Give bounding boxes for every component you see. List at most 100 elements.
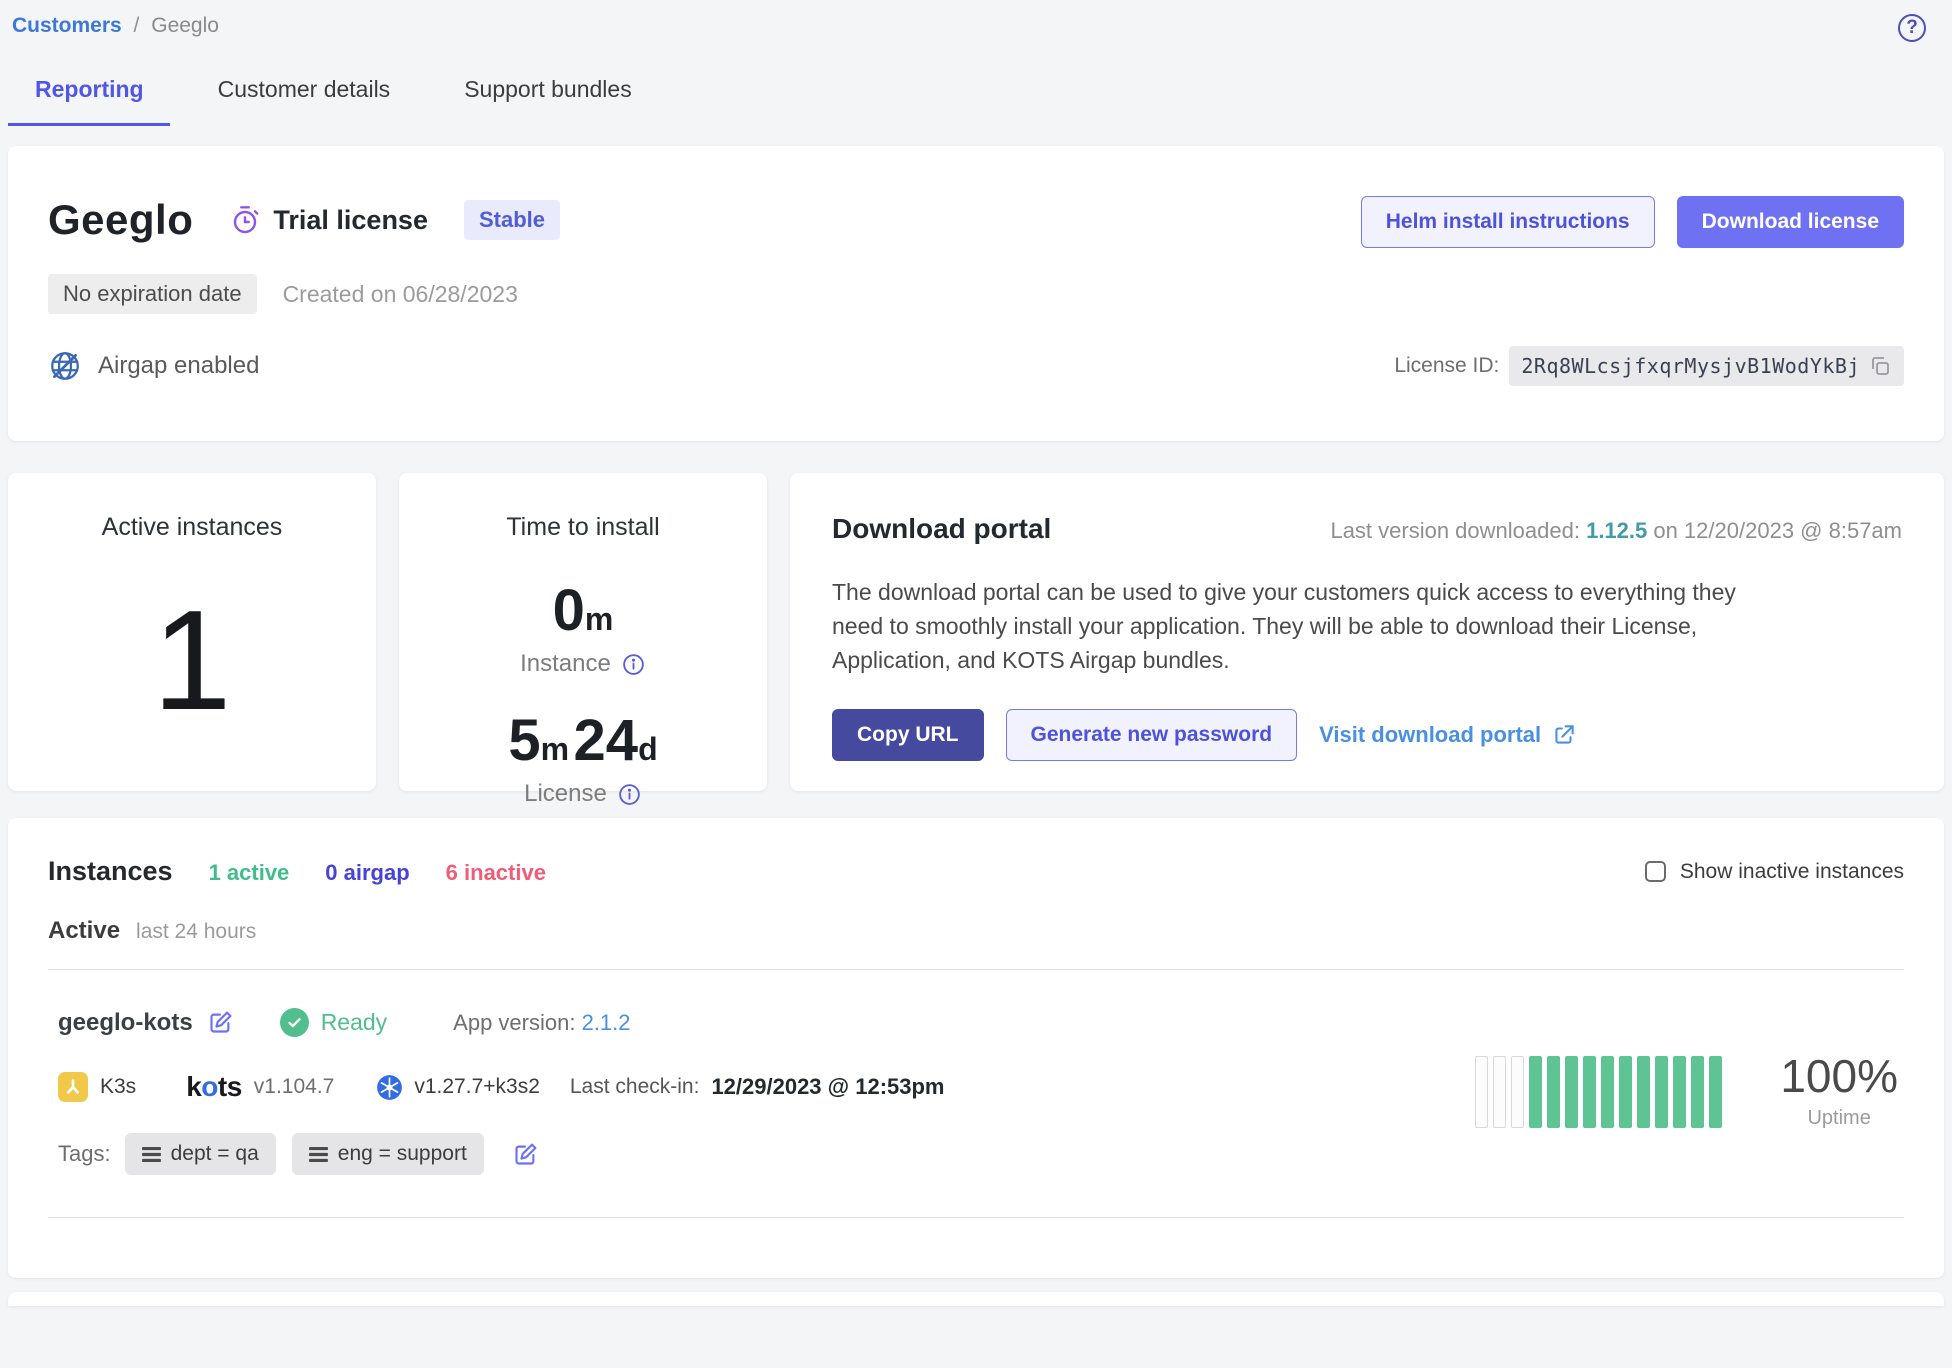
kubernetes-version: v1.27.7+k3s2: [414, 1075, 540, 1098]
last-checkin-label: Last check-in:: [569, 1075, 700, 1098]
airgap-label: Airgap enabled: [98, 352, 260, 379]
divider: [48, 969, 1904, 970]
channel-badge: Stable: [463, 200, 560, 240]
tag-label: eng = support: [337, 1142, 467, 1165]
active-instances-title: Active instances: [101, 513, 283, 541]
uptime-bar: [1511, 1055, 1525, 1128]
kots-logo: kots: [186, 1071, 242, 1103]
tab-customer-details[interactable]: Customer details: [217, 76, 391, 102]
license-install-unit2: d: [638, 731, 658, 767]
info-icon[interactable]: [621, 652, 646, 677]
uptime-widget: 100% Uptime: [1475, 1008, 1898, 1175]
license-type-label: Trial license: [273, 204, 428, 235]
uptime-label: Uptime: [1807, 1107, 1871, 1129]
show-inactive-toggle[interactable]: Show inactive instances: [1644, 859, 1904, 884]
kubernetes-version-chip: v1.27.7+k3s2: [376, 1074, 540, 1101]
active-instances-card: Active instances 1: [8, 473, 376, 791]
airgap-globe-icon: [51, 352, 79, 380]
breadcrumb-current: Geeglo: [151, 14, 219, 37]
license-id-value: 2Rq8WLcsjfxqrMysjvB1WodYkBj: [1521, 354, 1860, 378]
uptime-bar: [1529, 1055, 1543, 1128]
distribution-chip: K3s: [58, 1072, 136, 1102]
uptime-bars: [1475, 1055, 1723, 1128]
instance-install-unit: m: [584, 601, 614, 637]
help-icon[interactable]: ?: [1898, 14, 1926, 42]
uptime-bar: [1637, 1055, 1651, 1128]
uptime-bar: [1493, 1055, 1507, 1128]
last-version-downloaded: Last version downloaded: 1.12.5 on 12/20…: [1330, 518, 1902, 544]
breadcrumb-separator: /: [133, 14, 140, 37]
instance-status: Ready: [279, 1008, 388, 1037]
expiration-badge: No expiration date: [48, 274, 257, 314]
instance-name: geeglo-kots: [58, 1008, 193, 1036]
license-install-value2: 24: [573, 708, 639, 773]
breadcrumb: Customers / Geeglo: [12, 14, 219, 38]
tag-lines-icon: [141, 1146, 161, 1162]
copy-icon[interactable]: [1868, 354, 1892, 378]
last-version-number[interactable]: 1.12.5: [1586, 518, 1648, 543]
divider: [48, 1217, 1904, 1218]
visit-download-portal-link[interactable]: Visit download portal: [1319, 722, 1577, 748]
uptime-bar: [1691, 1055, 1705, 1128]
tag-lines-icon: [308, 1146, 328, 1162]
kubernetes-icon: [377, 1074, 403, 1100]
show-inactive-label: Show inactive instances: [1679, 859, 1904, 883]
app-version: App version: 2.1.2: [453, 1010, 630, 1036]
download-portal-description: The download portal can be used to give …: [832, 579, 1736, 673]
kots-logo-o: o: [201, 1071, 218, 1102]
instance-row: geeglo-kots Ready App version: 2.1.2: [48, 1008, 1904, 1175]
tag-badge[interactable]: dept = qa: [124, 1133, 276, 1175]
inactive-count[interactable]: 6 inactive: [445, 860, 546, 885]
active-section-sublabel: last 24 hours: [136, 920, 257, 943]
download-license-button[interactable]: Download license: [1676, 196, 1904, 248]
active-instances-count: 1: [152, 581, 232, 740]
uptime-bar: [1601, 1055, 1615, 1128]
instance-install-value: 0: [552, 578, 585, 643]
app-version-link[interactable]: 2.1.2: [581, 1009, 631, 1035]
download-portal-title: Download portal: [832, 513, 1052, 544]
license-install-unit1: m: [540, 731, 570, 767]
edit-name-icon[interactable]: [207, 1009, 234, 1036]
uptime-bar: [1619, 1055, 1633, 1128]
instance-install-label-row: Instance: [399, 650, 767, 678]
copy-url-button[interactable]: Copy URL: [832, 709, 984, 761]
next-card-edge: [8, 1292, 1944, 1306]
helm-install-instructions-button[interactable]: Helm install instructions: [1360, 196, 1655, 248]
tab-support-bundles[interactable]: Support bundles: [464, 76, 632, 102]
time-to-install-title: Time to install: [506, 513, 660, 541]
visit-download-portal-label: Visit download portal: [1319, 722, 1542, 747]
customer-name: Geeglo: [48, 196, 194, 243]
kots-logo-ts: ts: [217, 1071, 242, 1102]
breadcrumb-customers-link[interactable]: Customers: [12, 14, 122, 37]
active-count[interactable]: 1 active: [208, 860, 290, 885]
license-install-value1: 5: [508, 708, 541, 773]
edit-tags-icon[interactable]: [512, 1141, 539, 1168]
tag-badge[interactable]: eng = support: [291, 1133, 484, 1175]
uptime-percent: 100%: [1780, 1050, 1898, 1102]
show-inactive-checkbox[interactable]: [1644, 861, 1666, 882]
instances-title: Instances: [48, 856, 173, 886]
instances-card: Instances 1 active 0 airgap 6 inactive S…: [8, 818, 1944, 1278]
last-checkin-value: 12/29/2023 @ 12:53pm: [711, 1074, 945, 1099]
tags-label: Tags:: [58, 1141, 111, 1166]
external-link-icon: [1555, 725, 1574, 744]
uptime-bar: [1565, 1055, 1579, 1128]
created-date-text: Created on 06/28/2023: [282, 280, 518, 307]
uptime-bar: [1673, 1055, 1687, 1128]
license-id-row: License ID: 2Rq8WLcsjfxqrMysjvB1WodYkBj: [1394, 346, 1904, 386]
distribution-label: K3s: [100, 1075, 137, 1098]
ready-check-icon: [279, 1008, 309, 1037]
tab-reporting[interactable]: Reporting: [8, 76, 170, 126]
kots-version: v1.104.7: [253, 1075, 335, 1098]
uptime-bar: [1709, 1055, 1723, 1128]
download-portal-card: Download portal Last version downloaded:…: [790, 473, 1944, 791]
tag-label: dept = qa: [170, 1142, 259, 1165]
license-install-time: 5m 24d: [399, 712, 767, 770]
license-install-label: License: [524, 780, 607, 807]
top-bar: Customers / Geeglo ?: [8, 10, 1944, 42]
instance-status-text: Ready: [320, 1009, 388, 1035]
airgap-count[interactable]: 0 airgap: [325, 860, 410, 885]
info-icon[interactable]: [617, 782, 642, 807]
generate-new-password-button[interactable]: Generate new password: [1005, 709, 1298, 761]
uptime-bar: [1547, 1055, 1561, 1128]
